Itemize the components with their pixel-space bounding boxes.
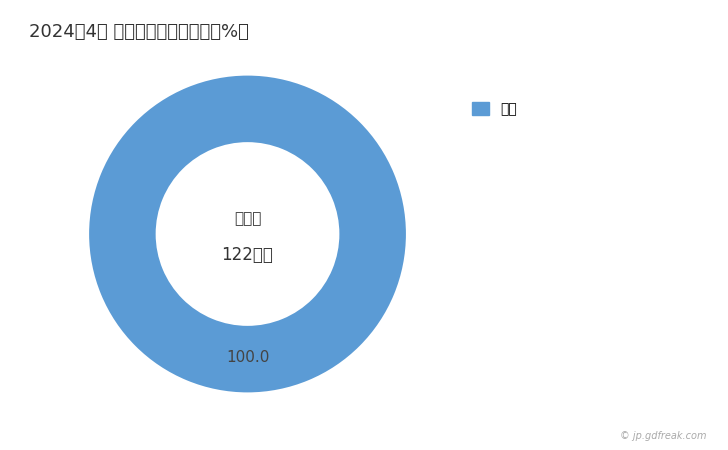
Text: 122万円: 122万円 — [221, 246, 274, 264]
Text: 2024年4月 輸出相手国のシェア（%）: 2024年4月 輸出相手国のシェア（%） — [29, 22, 249, 40]
Legend: 韓国: 韓国 — [472, 102, 517, 117]
Text: © jp.gdfreak.com: © jp.gdfreak.com — [620, 431, 706, 441]
Wedge shape — [89, 76, 406, 392]
Text: 100.0: 100.0 — [226, 350, 269, 365]
Text: 総　額: 総 額 — [234, 211, 261, 225]
